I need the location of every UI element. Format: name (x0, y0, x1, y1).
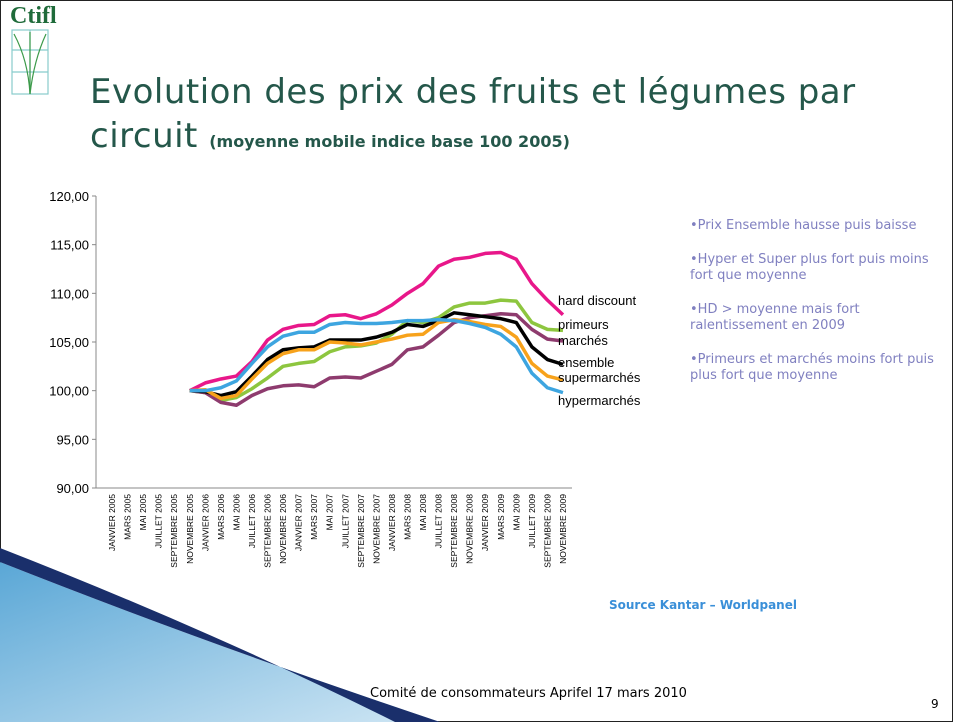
line-label: supermarchés (558, 370, 641, 385)
x-tick-label: MARS 2005 (123, 494, 133, 540)
x-tick-label: MARS 2007 (309, 494, 319, 540)
subtitle: (moyenne mobile indice base 100 2005) (209, 132, 570, 151)
line-label: hypermarchés (558, 393, 641, 408)
x-tick-label: SEPTEMBRE 2008 (449, 494, 459, 568)
slide-title: Evolution des prix des fruits et légumes… (90, 70, 940, 164)
x-tick-label: MAI 2006 (231, 494, 241, 531)
line-label: hard discount (558, 293, 636, 308)
line-label: primeurs (558, 317, 609, 332)
x-tick-label: MAI 2009 (511, 494, 521, 531)
x-tick-label: JANVIER 2006 (200, 494, 210, 551)
y-tick-label: 120,00 (49, 189, 89, 204)
y-tick-label: 95,00 (56, 432, 89, 447)
x-tick-label: NOVEMBRE 2005 (185, 494, 195, 564)
x-tick-label: MAI 2008 (418, 494, 428, 531)
x-tick-label: JUILLET 2008 (434, 494, 444, 548)
x-tick-label: JUILLET 2005 (154, 494, 164, 548)
y-tick-label: 100,00 (49, 384, 89, 399)
x-tick-label: JANVIER 2008 (387, 494, 397, 551)
y-tick-label: 105,00 (49, 335, 89, 350)
logo-text: Ctifl (10, 3, 57, 30)
slide-page: {"slide": {"logo": "Ctifl", "title": "Ev… (0, 0, 953, 722)
x-tick-label: NOVEMBRE 2008 (465, 494, 475, 564)
note: •HD > moyenne mais fort ralentissement e… (690, 302, 935, 334)
x-tick-label: JANVIER 2007 (294, 494, 304, 551)
y-tick-label: 115,00 (50, 238, 89, 253)
x-tick-label: JANVIER 2005 (107, 494, 117, 551)
series-line (190, 320, 563, 399)
note: •Hyper et Super plus fort puis moins for… (690, 252, 935, 284)
x-tick-label: SEPTEMBRE 2009 (542, 494, 552, 568)
x-tick-label: JANVIER 2009 (480, 494, 490, 551)
x-tick-label: SEPTEMBRE 2007 (356, 494, 366, 568)
notes: •Prix Ensemble hausse puis baisse •Hyper … (690, 218, 935, 402)
x-tick-label: MAI 2005 (138, 494, 148, 531)
x-tick-label: JUILLET 2007 (340, 494, 350, 548)
y-tick-label: 110,00 (50, 286, 89, 301)
note: •Prix Ensemble hausse puis baisse (690, 218, 935, 234)
x-tick-label: SEPTEMBRE 2006 (263, 494, 273, 568)
page-number: 9 (931, 697, 939, 711)
footer: Comité de consommateurs Aprifel 17 mars … (370, 686, 687, 701)
x-tick-label: NOVEMBRE 2006 (278, 494, 288, 564)
x-tick-label: MAI 2007 (325, 494, 335, 531)
x-tick-label: JUILLET 2009 (527, 494, 537, 548)
y-tick-label: 90,00 (56, 481, 89, 496)
x-tick-label: MARS 2009 (496, 494, 506, 540)
x-tick-label: MARS 2006 (216, 494, 226, 540)
line-label: ensemble (558, 355, 614, 370)
x-tick-label: JUILLET 2006 (247, 494, 257, 548)
x-tick-label: NOVEMBRE 2009 (558, 494, 568, 564)
x-tick-label: SEPTEMBRE 2005 (169, 494, 179, 568)
logo-icon (12, 30, 48, 94)
note: •Primeurs et marchés moins fort puis plu… (690, 352, 935, 384)
x-tick-label: MARS 2008 (402, 494, 412, 540)
source: Source Kantar – Worldpanel (609, 598, 797, 612)
x-tick-label: NOVEMBRE 2007 (371, 494, 381, 564)
line-label: marchés (558, 333, 608, 348)
